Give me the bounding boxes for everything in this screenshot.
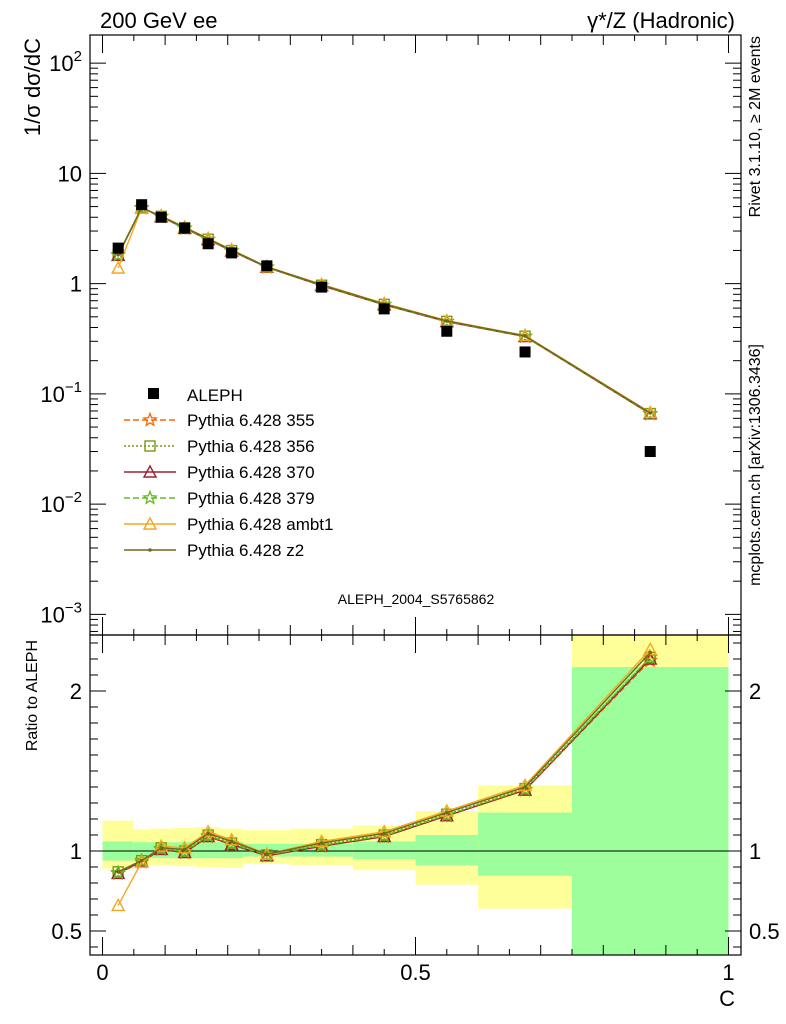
series-5-marker-ratio-6	[265, 852, 269, 856]
side-label-top: Rivet 3.1.10, ≥ 2M events	[747, 36, 764, 217]
legend-marker-3	[142, 489, 158, 505]
side-label-bottom: mcplots.cern.ch [arXiv:1306.3436]	[747, 344, 764, 586]
series-4-marker-ratio-7	[314, 833, 329, 848]
series-5-marker-ratio-5	[229, 839, 234, 844]
series-5-marker-ratio-9	[444, 810, 449, 815]
series-5-marker-ratio-2	[159, 846, 164, 850]
legend-label-1: Pythia 6.428 356	[187, 437, 315, 456]
series-5-marker-top-10	[523, 334, 527, 338]
series-4-marker-ratio-4	[200, 824, 216, 838]
analysis-id: ALEPH_2004_S5765862	[338, 591, 495, 607]
top-ytick-label-2: 10−1	[40, 379, 82, 407]
ratio-ytick-label-0: 0.5	[51, 919, 82, 944]
data-point-11	[644, 446, 656, 458]
data-point-2	[155, 211, 167, 223]
series-3-marker-top-11	[642, 405, 659, 421]
top-ytick-label-4: 10	[58, 161, 82, 186]
band-inner-1	[133, 842, 150, 859]
ratio-ytick-label-right-2: 2	[749, 679, 761, 704]
legend-marker-4	[142, 516, 158, 530]
series-5-marker-ratio-3	[182, 847, 187, 852]
data-point-7	[316, 281, 328, 293]
legend-label-data: ALEPH	[187, 386, 243, 405]
top-ytick-label-0: 10−3	[40, 599, 82, 627]
series-5-marker-ratio-0	[116, 870, 120, 874]
ratio-ytick-label-2: 2	[70, 679, 82, 704]
series-4-marker-top-0	[110, 260, 126, 274]
series-4-marker-ratio-2	[154, 838, 169, 852]
legend-label-3: Pythia 6.428 379	[187, 489, 315, 508]
legend-marker-5	[148, 548, 152, 552]
legend-marker-0	[142, 411, 158, 427]
series-4-marker-top-11	[643, 405, 658, 419]
xtick-label-2: 1	[722, 960, 734, 985]
data-point-5	[226, 247, 238, 259]
series-line-ratio-5	[117, 652, 651, 873]
header-left: 200 GeV ee	[100, 8, 217, 33]
ratio-ylabel: Ratio to ALEPH	[24, 640, 41, 751]
series-5-marker-top-0	[116, 252, 120, 257]
series-5-marker-top-9	[444, 319, 449, 323]
band-inner-11	[571, 667, 729, 955]
band-inner-4	[196, 842, 220, 859]
data-point-4	[202, 238, 214, 250]
band-inner-10	[478, 812, 572, 876]
series-4-marker-ratio-5	[224, 832, 239, 846]
band-inner-9	[415, 835, 479, 866]
legend-marker-1	[144, 440, 156, 452]
labels: 10−3 10−2 10−1 1 10 102 0.5 0.5 1 1 2 2 0 0.5 1 200 GeV…	[20, 8, 780, 1011]
top-ytick-label-3: 1	[70, 272, 82, 297]
series-4-marker-ratio-9	[439, 803, 454, 817]
header-right: γ*/Z (Hadronic)	[587, 8, 735, 33]
series-3-marker-ratio-0	[110, 864, 127, 880]
legend-marker-data	[148, 388, 159, 399]
series-5-marker-ratio-10	[523, 785, 527, 789]
data-point-1	[136, 199, 148, 211]
ratio-error-bands	[102, 635, 729, 955]
series-5-marker-ratio-7	[319, 841, 324, 845]
ratio-ytick-label-right-0: 0.5	[749, 919, 780, 944]
top-ytick-label-1: 10−2	[40, 489, 82, 517]
series-4-marker-ratio-10	[517, 777, 533, 792]
data-point-6	[261, 260, 273, 272]
x-axis-label: C	[719, 986, 735, 1011]
xtick-label-1: 0.5	[400, 960, 431, 985]
series-4-marker-ratio-8	[377, 824, 392, 838]
series-5-marker-ratio-4	[206, 831, 210, 836]
series-line-ratio-4	[117, 648, 651, 906]
legend-label-2: Pythia 6.428 370	[187, 463, 315, 482]
data-points	[112, 199, 656, 458]
data-point-10	[519, 346, 531, 358]
series-4-marker-ratio-0	[110, 897, 126, 912]
series-4-marker-ratio-11	[643, 641, 658, 656]
legend-label-5: Pythia 6.428 z2	[187, 541, 304, 560]
legend-label-0: Pythia 6.428 355	[187, 411, 315, 430]
data-point-0	[112, 242, 124, 254]
top-ylabel: 1/σ dσ/dC	[20, 38, 45, 136]
top-ytick-label-5: 102	[49, 48, 82, 76]
legend-marker-2	[142, 464, 158, 478]
series-5-marker-ratio-1	[139, 858, 144, 863]
band-inner-8	[352, 841, 416, 859]
axis-ticks	[90, 35, 741, 955]
data-point-9	[441, 325, 453, 337]
series-5-marker-ratio-8	[382, 831, 387, 836]
xtick-label-0: 0	[96, 960, 108, 985]
series-5-marker-ratio-11	[648, 650, 653, 655]
data-point-3	[179, 222, 191, 234]
series-5-marker-top-11	[648, 411, 653, 415]
ratio-ytick-label-1: 1	[70, 839, 82, 864]
data-point-8	[378, 303, 390, 315]
ratio-ytick-label-right-1: 1	[749, 839, 761, 864]
legend-label-4: Pythia 6.428 ambt1	[187, 515, 333, 534]
legend: ALEPH Pythia 6.428 355 Pythia 6.428 356 Pyt…	[124, 386, 333, 560]
